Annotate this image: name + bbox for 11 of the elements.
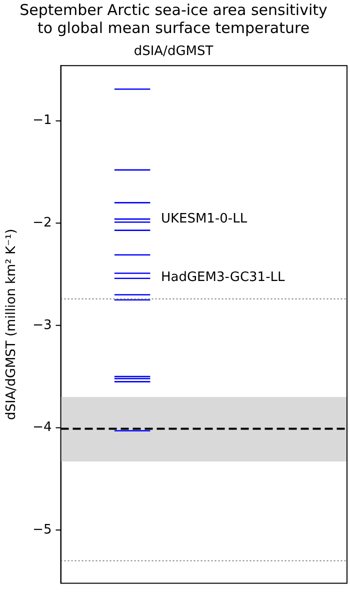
y-tick-label: −2 (32, 216, 52, 231)
y-tick-label: −3 (32, 318, 52, 333)
y-axis-title: dSIA/dGMST (million km² K⁻¹) (4, 228, 20, 420)
y-tick-label: −1 (32, 113, 52, 128)
annotation: HadGEM3-GC31-LL (160, 270, 286, 286)
text: September Arctic sea-ice area sensitivity (20, 0, 328, 19)
y-tick-label: −4 (32, 420, 52, 436)
text: to global mean surface temperature (37, 18, 310, 37)
y-tick-label: −5 (32, 522, 52, 538)
chart-subtitle: dSIA/dGMST (134, 44, 214, 60)
annotation: UKESM1-0-LL (160, 212, 248, 227)
